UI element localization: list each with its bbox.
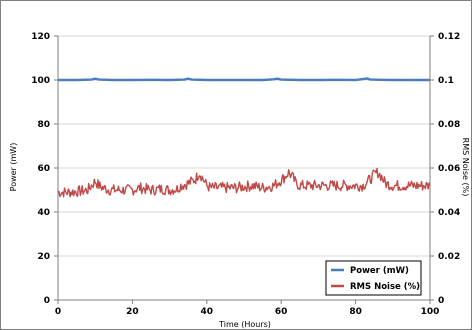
y-tick-label-right: 0.12 xyxy=(438,32,460,42)
y-tick-label-left: 80 xyxy=(37,120,50,130)
y-tick-label-left: 0 xyxy=(44,296,50,306)
y-axis-title-right: RMS Noise (%) xyxy=(461,138,470,197)
x-axis-title: Time (Hours) xyxy=(218,320,271,329)
y-tick-label-left: 120 xyxy=(31,32,50,42)
x-tick-label: 20 xyxy=(126,307,139,317)
y-tick-label-left: 40 xyxy=(37,208,50,218)
series-line-rms-noise xyxy=(57,167,431,198)
y-tick-label-right: 0 xyxy=(438,296,444,306)
series-lines xyxy=(57,77,431,198)
y-tick-label-right: 0.04 xyxy=(438,208,460,218)
y-axis-title-left: Power (mW) xyxy=(9,143,18,192)
legend: Power (mW) RMS Noise (%) xyxy=(325,260,422,296)
x-tick-label: 100 xyxy=(421,307,440,317)
series-line-power xyxy=(58,77,430,82)
x-tick-label: 40 xyxy=(201,307,214,317)
y-tick-label-right: 0.1 xyxy=(438,76,454,86)
y-tick-label-right: 0.08 xyxy=(438,120,460,130)
legend-label-power: Power (mW) xyxy=(350,266,409,276)
legend-box xyxy=(325,260,422,296)
x-tick-label: 0 xyxy=(55,307,61,317)
x-tick-label: 80 xyxy=(349,307,362,317)
y-tick-label-left: 100 xyxy=(31,76,50,86)
y-tick-label-right: 0.02 xyxy=(438,252,460,262)
tick-labels: 0 20 40 60 80 100 120 0 0.02 0.04 0.06 0.08 0.1 0.12 0… xyxy=(31,32,460,317)
legend-label-rms-noise: RMS Noise (%) xyxy=(350,282,420,292)
x-tick-label: 60 xyxy=(275,307,288,317)
y-tick-label-right: 0.06 xyxy=(438,164,460,174)
y-tick-label-left: 60 xyxy=(37,164,50,174)
y-tick-label-left: 20 xyxy=(37,252,50,262)
